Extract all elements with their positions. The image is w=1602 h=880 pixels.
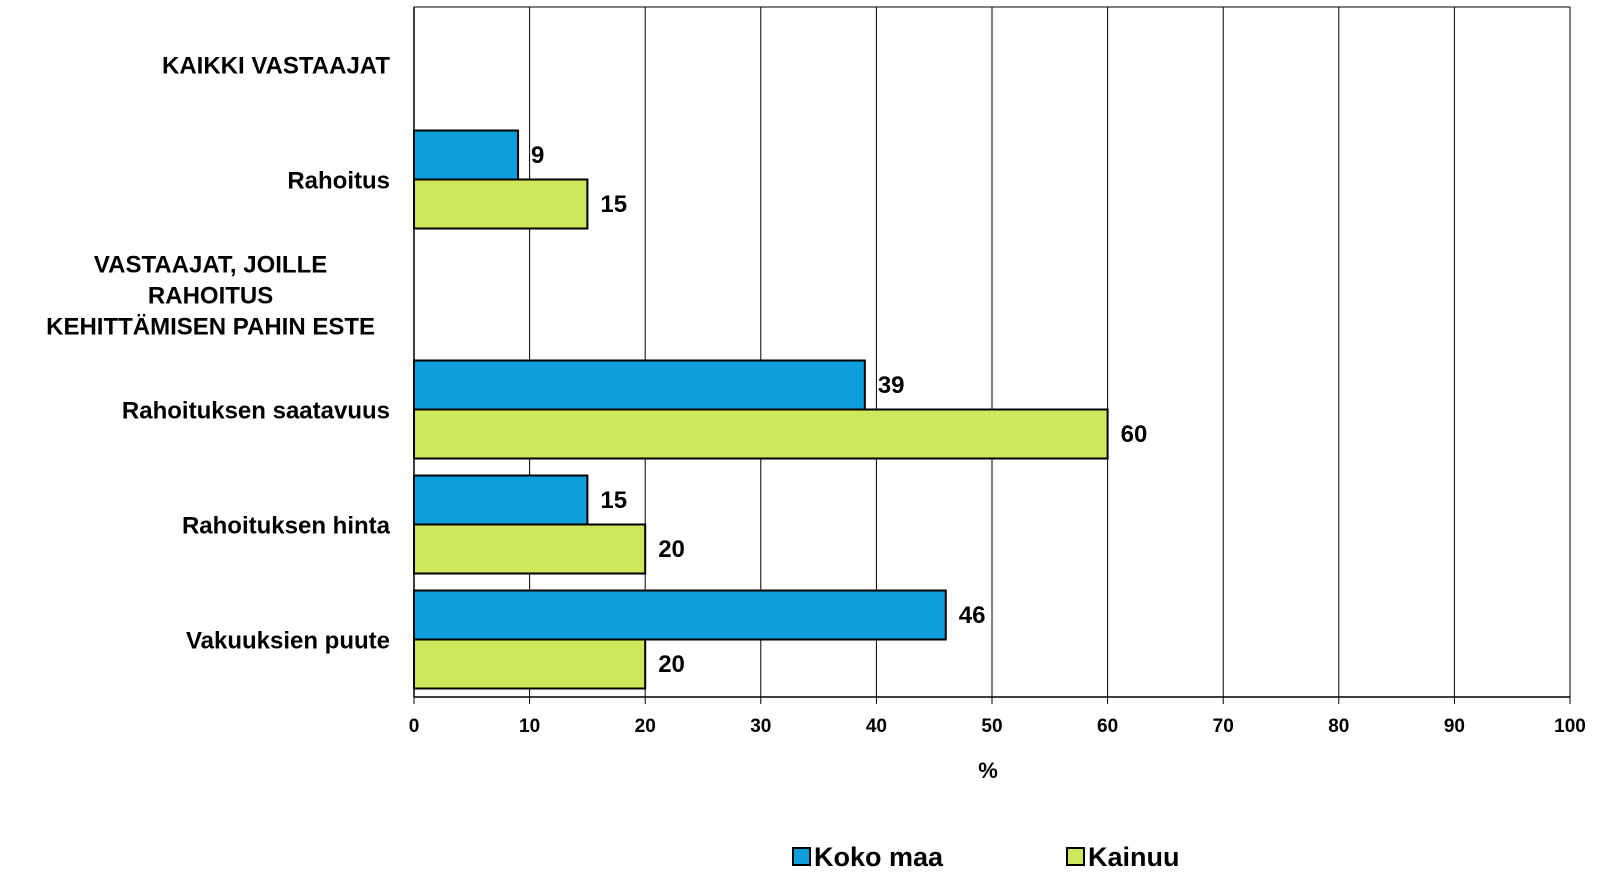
category-label-line: KEHITTÄMISEN PAHIN ESTE — [46, 314, 375, 341]
category-label: KAIKKI VASTAAJAT — [162, 53, 390, 80]
legend-swatch — [1067, 848, 1084, 865]
category-label-line: RAHOITUS — [148, 283, 273, 310]
x-tick-label: 50 — [981, 716, 1002, 737]
category-labels: KAIKKI VASTAAJAT Rahoitus VASTAAJAT, JOILL… — [46, 53, 391, 655]
data-label: 15 — [600, 487, 627, 514]
legend-swatch — [793, 848, 810, 865]
x-tick-labels: 0 10 20 30 40 50 60 70 80 90 100 — [409, 716, 1586, 737]
data-label: 39 — [878, 372, 905, 399]
data-label: 15 — [600, 191, 627, 218]
data-label: 20 — [658, 536, 685, 563]
x-tick-label: 70 — [1213, 716, 1234, 737]
bar-kainuu — [414, 640, 645, 689]
x-tick-label: 10 — [519, 716, 540, 737]
legend: Koko maa Kainuu — [793, 842, 1180, 872]
bar-kainuu — [414, 410, 1108, 459]
legend-label: Koko maa — [814, 842, 944, 872]
legend-label: Kainuu — [1088, 842, 1180, 872]
bar-koko-maa — [414, 476, 587, 525]
legend-item-koko-maa: Koko maa — [793, 842, 944, 872]
data-label: 9 — [531, 142, 544, 169]
bar-kainuu — [414, 525, 645, 574]
x-tick-label: 0 — [409, 716, 420, 737]
category-label: Vakuuksien puute — [186, 628, 390, 655]
legend-item-kainuu: Kainuu — [1067, 842, 1180, 872]
x-tick-label: 60 — [1097, 716, 1118, 737]
category-label: Rahoituksen saatavuus — [122, 398, 390, 425]
x-tick-label: 20 — [635, 716, 656, 737]
data-label: 46 — [959, 602, 986, 629]
x-tick-label: 40 — [866, 716, 887, 737]
bar-koko-maa — [414, 361, 865, 410]
category-label: Rahoitus — [287, 168, 390, 195]
data-label: 20 — [658, 651, 685, 678]
category-label-line: VASTAAJAT, JOILLE — [94, 252, 327, 279]
x-tick-label: 30 — [750, 716, 771, 737]
bar-kainuu — [414, 180, 587, 229]
x-tick-label: 90 — [1444, 716, 1465, 737]
bar-koko-maa — [414, 591, 946, 640]
x-tick-label: 80 — [1328, 716, 1349, 737]
bar-koko-maa — [414, 131, 518, 180]
x-axis-title: % — [978, 758, 998, 783]
x-tick-label: 100 — [1554, 716, 1586, 737]
data-label: 60 — [1121, 421, 1148, 448]
category-label: VASTAAJAT, JOILLE RAHOITUS KEHITTÄMISEN PA… — [46, 252, 375, 341]
category-label: Rahoituksen hinta — [182, 513, 391, 540]
